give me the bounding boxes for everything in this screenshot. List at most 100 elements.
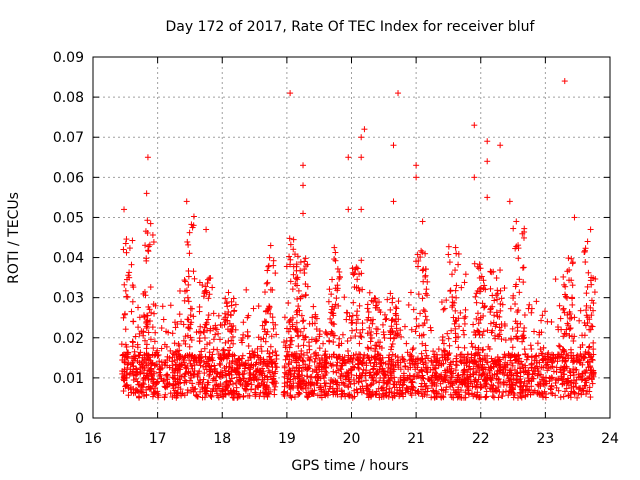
data-point: [528, 345, 535, 352]
data-point: [498, 295, 505, 302]
data-point-peak: [287, 90, 294, 97]
data-point: [422, 347, 429, 354]
data-point: [152, 362, 159, 369]
data-point: [176, 311, 183, 318]
data-point: [452, 338, 459, 345]
data-point: [487, 376, 494, 383]
data-point: [345, 383, 352, 390]
y-tick-label: 0.09: [53, 50, 84, 66]
data-point: [160, 316, 167, 323]
data-point: [135, 324, 142, 331]
data-point: [118, 341, 125, 348]
data-point: [142, 242, 149, 249]
data-point-peak: [413, 174, 420, 181]
data-point: [499, 369, 506, 376]
data-point: [538, 317, 545, 324]
data-point: [357, 385, 364, 392]
data-point: [496, 313, 503, 320]
data-point: [430, 348, 437, 355]
data-point: [569, 282, 576, 289]
data-point: [461, 366, 468, 373]
data-point: [541, 388, 548, 395]
data-point: [438, 360, 445, 367]
data-point: [419, 267, 426, 274]
data-point: [132, 333, 139, 340]
data-point: [185, 267, 192, 274]
data-point: [334, 265, 341, 272]
data-point: [491, 394, 498, 401]
data-point: [206, 291, 213, 298]
data-point: [375, 339, 382, 346]
data-point: [515, 255, 522, 262]
data-point: [326, 338, 333, 345]
data-point: [331, 244, 338, 251]
data-point: [178, 373, 185, 380]
data-point: [446, 363, 453, 370]
data-point: [174, 356, 181, 363]
data-point: [471, 352, 478, 359]
data-point: [447, 288, 454, 295]
data-point: [585, 351, 592, 358]
data-point: [569, 301, 576, 308]
data-point: [533, 298, 540, 305]
data-point: [368, 345, 375, 352]
data-point: [384, 296, 391, 303]
data-point: [233, 384, 240, 391]
data-point: [379, 354, 386, 361]
data-point: [557, 394, 564, 401]
x-tick-label: 17: [149, 431, 167, 447]
data-point: [418, 247, 425, 254]
data-point: [302, 255, 309, 262]
data-point: [135, 381, 142, 388]
data-point: [135, 304, 142, 311]
data-point: [470, 321, 477, 328]
data-point: [520, 328, 527, 335]
x-tick-label: 24: [601, 431, 619, 447]
data-point: [487, 320, 494, 327]
data-point: [177, 379, 184, 386]
data-point: [264, 376, 271, 383]
data-point: [498, 336, 505, 343]
data-point: [181, 277, 188, 284]
x-tick-label: 21: [407, 431, 425, 447]
data-point: [287, 385, 294, 392]
data-point: [573, 384, 580, 391]
data-point: [312, 355, 319, 362]
data-point: [349, 312, 356, 319]
data-point: [501, 285, 508, 292]
data-point: [585, 269, 592, 276]
data-point: [484, 327, 491, 334]
data-point: [362, 377, 369, 384]
data-point: [483, 388, 490, 395]
data-point: [373, 390, 380, 397]
data-point: [332, 249, 339, 256]
data-point: [145, 329, 152, 336]
data-point: [267, 343, 274, 350]
data-point: [341, 294, 348, 301]
data-point: [169, 393, 176, 400]
data-point: [425, 355, 432, 362]
grid-lines: [93, 57, 610, 418]
data-point: [184, 294, 191, 301]
data-point: [374, 326, 381, 333]
data-point: [201, 394, 208, 401]
data-point: [578, 391, 585, 398]
data-point: [413, 315, 420, 322]
data-point: [364, 344, 371, 351]
data-point: [444, 330, 451, 337]
data-point: [565, 255, 572, 262]
data-point-peak: [300, 210, 307, 217]
data-point: [557, 315, 564, 322]
data-point: [560, 273, 567, 280]
data-point: [201, 370, 208, 377]
data-point: [187, 305, 194, 312]
data-point: [146, 386, 153, 393]
data-point: [288, 351, 295, 358]
data-point: [206, 339, 213, 346]
data-point: [403, 340, 410, 347]
data-point: [190, 388, 197, 395]
data-point: [123, 236, 130, 243]
data-point: [317, 359, 324, 366]
y-tick-label: 0: [75, 411, 84, 427]
data-point: [365, 308, 372, 315]
